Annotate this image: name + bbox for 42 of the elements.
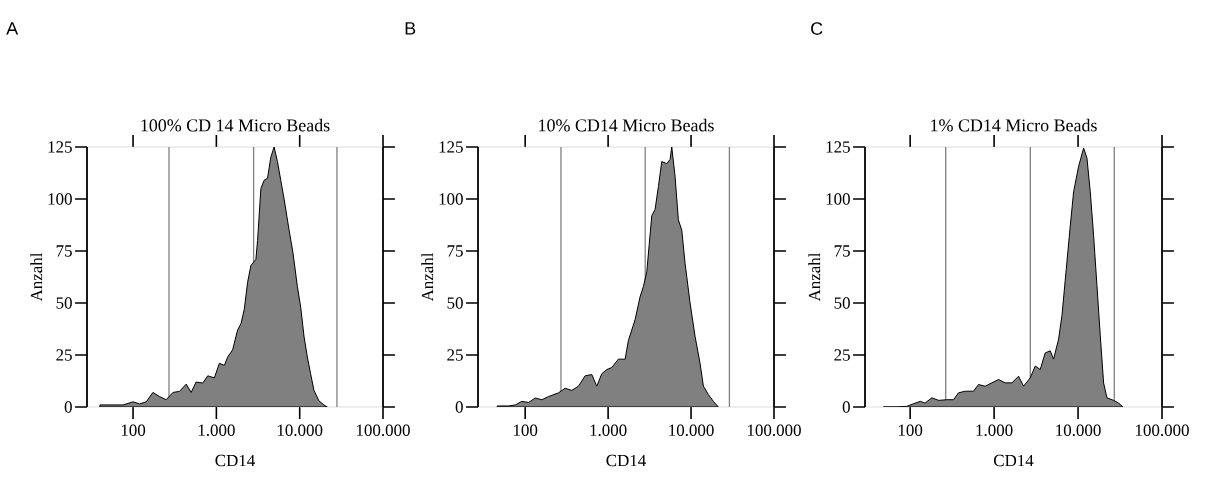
y-tick-label: 50 — [447, 297, 463, 309]
x-axis-title: CD14 — [606, 454, 646, 467]
y-tick-label: 125 — [439, 141, 463, 153]
x-tick-label: 1.000 — [976, 424, 1013, 437]
y-tick-label: 50 — [56, 297, 72, 309]
y-tick-label: 25 — [56, 349, 72, 361]
chart-title: 10% CD14 Micro Beads — [539, 118, 714, 132]
chart-title: 100% CD 14 Micro Beads — [141, 118, 330, 132]
y-tick-label: 0 — [64, 401, 72, 413]
chart-title: 1% CD14 Micro Beads — [931, 118, 1097, 132]
y-tick-label: 25 — [834, 349, 850, 361]
x-tick-label: 100.000 — [1135, 424, 1189, 437]
y-tick-label: 125 — [48, 141, 72, 153]
y-tick-label: 75 — [834, 245, 850, 257]
y-tick-label: 100 — [48, 193, 72, 205]
text: C — [811, 22, 823, 35]
y-tick-label: 25 — [447, 349, 463, 361]
y-tick-label: 75 — [56, 245, 72, 257]
y-tick-label: 0 — [455, 401, 463, 413]
x-tick-label: 100 — [121, 424, 146, 436]
x-tick-label: 10.000 — [1056, 424, 1101, 437]
y-axis-title: Anzahl — [808, 252, 821, 302]
y-tick-label: 75 — [447, 245, 463, 257]
y-axis-title: Anzahl — [421, 252, 434, 302]
y-tick-label: 50 — [834, 297, 850, 309]
y-tick-label: 100 — [826, 193, 850, 205]
x-axis-title: CD14 — [215, 454, 255, 467]
x-tick-label: 1.000 — [198, 424, 235, 437]
x-axis-title: CD14 — [993, 454, 1034, 467]
x-tick-label: 100 — [513, 424, 538, 436]
x-tick-label: 100.000 — [356, 424, 410, 437]
x-tick-label: 100 — [898, 424, 923, 436]
y-tick-label: 100 — [439, 193, 463, 205]
x-tick-label: 1.000 — [590, 424, 627, 437]
x-tick-label: 10.000 — [277, 424, 323, 437]
text: A — [6, 22, 19, 35]
y-axis-title: Anzahl — [30, 252, 43, 302]
x-tick-label: 10.000 — [669, 424, 714, 437]
text: B — [405, 22, 416, 35]
x-tick-label: 100.000 — [747, 424, 801, 437]
y-tick-label: 0 — [842, 401, 850, 413]
y-tick-label: 125 — [826, 141, 850, 153]
